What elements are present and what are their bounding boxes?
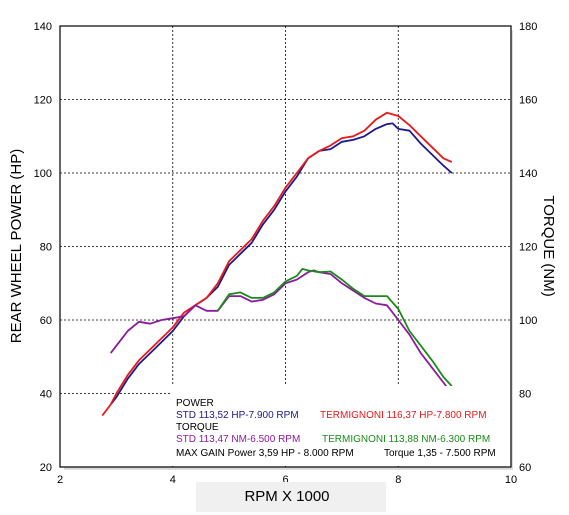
legend-power-heading: POWER [176,398,214,409]
y-left-tick-labels: 20 40 60 80 100 120 140 [34,21,52,474]
y-right-tick-label: 80 [519,389,531,401]
y-right-tick-label: 160 [519,95,537,107]
y-left-tick-label: 40 [40,389,52,401]
legend-torque-heading: TORQUE [176,422,219,433]
y-right-tick-label: 100 [519,315,537,327]
x-tick-labels: 2 4 6 8 10 [57,474,517,486]
x-tick-label: 8 [395,474,401,486]
series-lines [101,111,453,417]
series-line-std-power [109,122,453,406]
legend-max-gain-power: MAX GAIN Power 3,59 HP - 8.000 RPM [176,448,354,459]
x-tick-label: 6 [282,474,288,486]
y-right-tick-label: 60 [519,462,531,474]
y-right-tick-label: 120 [519,242,537,254]
y-left-tick-label: 20 [40,462,52,474]
y-right-tick-label: 140 [519,168,537,180]
y-right-tick-labels: 60 80 100 120 140 160 180 [519,21,537,474]
legend-term-torque: TERMIGNONI 113,88 NM-6.300 RPM [322,434,490,445]
y-left-tick-label: 100 [34,168,52,180]
x-tick-label: 2 [57,474,63,486]
y-left-tick-label: 60 [40,315,52,327]
legend-std-power: STD 113,52 HP-7.900 RPM [176,410,299,421]
y-left-tick-label: 140 [34,21,52,33]
y-left-tick-label: 80 [40,242,52,254]
x-tick-label: 4 [170,474,176,486]
legend-term-power: TERMIGNONI 116,37 HP-7.800 RPM [320,410,487,421]
series-line-std-torque [109,269,453,395]
x-tick-label: 10 [505,474,517,486]
legend-max-gain-torque: Torque 1,35 - 7.500 RPM [384,448,496,459]
legend-box [172,386,510,466]
x-axis-title: RPM X 1000 [244,488,329,505]
legend-std-torque: STD 113,47 NM-6.500 RPM [176,434,300,445]
y-left-tick-label: 120 [34,95,52,107]
series-line-termignoni-torque [217,267,453,387]
series-line-termignoni-power [101,111,453,417]
y-left-axis-title: REAR WHEEL POWER (HP) [8,149,25,343]
y-right-tick-label: 180 [519,21,537,33]
y-right-axis-title: TORQUE (NM) [540,195,557,296]
